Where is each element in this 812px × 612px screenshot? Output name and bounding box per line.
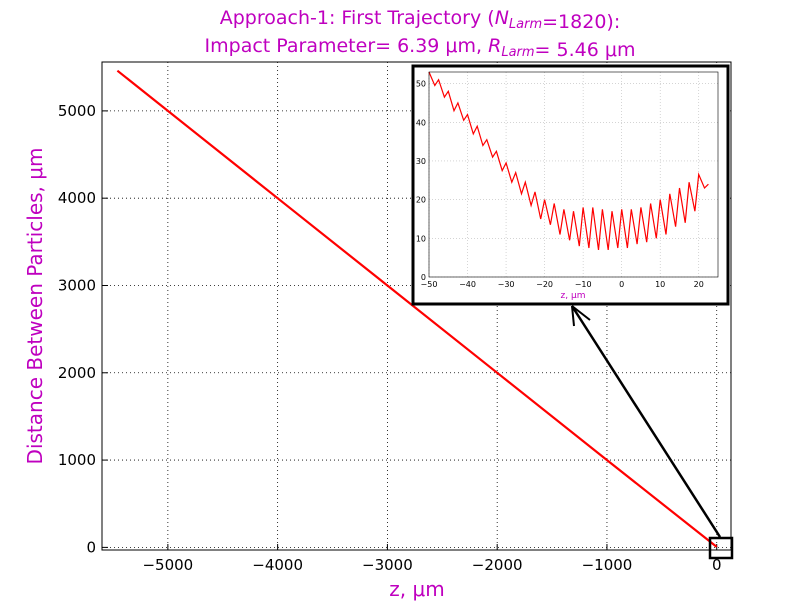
inset-x-tick-label: 0 bbox=[619, 280, 624, 289]
inset-x-tick-label: −40 bbox=[459, 280, 476, 289]
inset-y-tick-label: 40 bbox=[416, 118, 426, 127]
y-axis-ticks: 0 1000 2000 3000 4000 5000 bbox=[58, 102, 108, 556]
zoom-arrow bbox=[570, 305, 722, 538]
y-tick-label: 4000 bbox=[58, 189, 96, 207]
inset-y-tick-label: 50 bbox=[416, 80, 426, 89]
inset-x-axis-label: z, μm bbox=[561, 291, 586, 301]
inset-x-tick-label: −50 bbox=[421, 280, 438, 289]
chart-title-line2: Impact Parameter= 6.39 μm, RLarm= 5.46 μ… bbox=[205, 35, 636, 61]
zoom-box bbox=[708, 536, 734, 560]
y-tick-label: 1000 bbox=[58, 451, 96, 469]
inset-axes-frame bbox=[428, 71, 719, 278]
plot-frame bbox=[101, 61, 732, 551]
x-tick-label: −4000 bbox=[252, 556, 303, 574]
inset-y-tick-label: 20 bbox=[416, 196, 426, 205]
y-tick-label: 2000 bbox=[58, 364, 96, 382]
inset-x-tick-label: −30 bbox=[498, 280, 515, 289]
y-tick-label: 0 bbox=[86, 538, 96, 556]
inset-x-tick-label: −20 bbox=[536, 280, 553, 289]
inset-x-tick-label: 10 bbox=[655, 280, 665, 289]
x-tick-label: 0 bbox=[712, 556, 722, 574]
chart-title-line1: Approach-1: First Trajectory (NLarm=1820… bbox=[220, 7, 620, 33]
y-tick-label: 5000 bbox=[58, 102, 96, 120]
inset-y-tick-label: 0 bbox=[421, 273, 426, 282]
inset-x-tick-label: 20 bbox=[694, 280, 704, 289]
x-tick-label: −3000 bbox=[362, 556, 413, 574]
inset-background bbox=[411, 64, 730, 306]
x-axis-ticks: −5000 −4000 −3000 −2000 −1000 0 bbox=[142, 544, 722, 574]
inset-x-ticks: −50 −40 −30 −20 −10 0 10 20 bbox=[421, 280, 704, 289]
x-tick-label: −2000 bbox=[472, 556, 523, 574]
inset-x-tick-label: −10 bbox=[575, 280, 592, 289]
inset-y-tick-label: 10 bbox=[416, 234, 426, 243]
y-axis-label: Distance Between Particles, μm bbox=[23, 148, 47, 465]
x-axis-label: z, μm bbox=[389, 577, 444, 601]
inset-series-line bbox=[428, 71, 709, 250]
series-line bbox=[116, 69, 718, 548]
x-tick-label: −1000 bbox=[582, 556, 633, 574]
inset-plot: −50 −40 −30 −20 −10 0 10 20 0 10 20 30 40 50 z, μm bbox=[411, 64, 730, 306]
inset-y-tick-label: 30 bbox=[416, 157, 426, 166]
x-tick-label: −5000 bbox=[142, 556, 193, 574]
inset-y-ticks: 0 10 20 30 40 50 bbox=[416, 80, 426, 282]
y-tick-label: 3000 bbox=[58, 276, 96, 294]
